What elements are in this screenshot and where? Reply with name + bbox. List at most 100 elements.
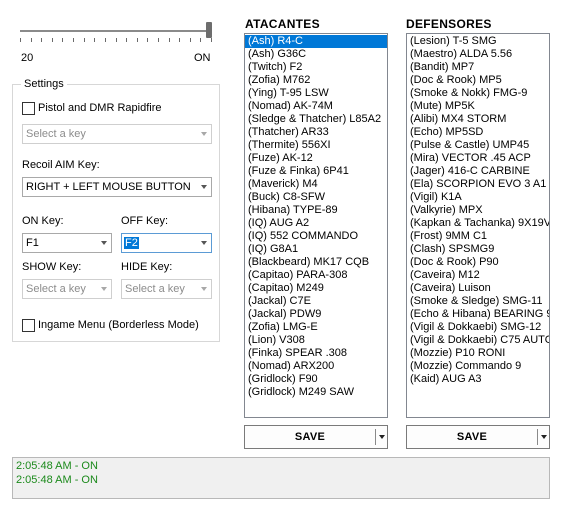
attackers-list-item[interactable]: (Ash) G36C xyxy=(248,48,307,60)
attackers-save-button[interactable]: SAVE xyxy=(244,425,388,449)
slider-tick xyxy=(62,38,64,42)
attackers-list-item[interactable]: (Fuze) AK-12 xyxy=(248,152,313,164)
attackers-list-item[interactable]: (Maverick) M4 xyxy=(248,178,318,190)
defenders-list-item[interactable]: (Clash) SPSMG9 xyxy=(410,243,495,255)
defenders-list-item[interactable]: (Mira) VECTOR .45 ACP xyxy=(410,152,531,164)
on-key-value: F1 xyxy=(26,237,39,249)
attackers-list-item[interactable]: (Fuze & Finka) 6P41 xyxy=(248,165,349,177)
show-key-select[interactable]: Select a key xyxy=(22,279,112,299)
attackers-list-item[interactable]: (Hibana) TYPE-89 xyxy=(248,204,338,216)
defenders-list-item[interactable]: (Vigil & Dokkaebi) C75 AUTO xyxy=(410,334,549,346)
recoil-aim-key-select[interactable]: RIGHT + LEFT MOUSE BUTTON xyxy=(22,177,212,197)
defenders-list-item[interactable]: (Kapkan & Tachanka) 9X19VSN xyxy=(410,217,549,229)
log-line: 2:05:48 AM - ON xyxy=(16,474,98,486)
defenders-list-item[interactable]: (Mozzie) P10 RONI xyxy=(410,347,506,359)
chevron-down-icon xyxy=(201,132,207,136)
on-key-select[interactable]: F1 xyxy=(22,233,112,253)
attackers-list-item[interactable]: (Lion) V308 xyxy=(248,334,305,346)
defenders-list-item[interactable]: (Kaid) AUG A3 xyxy=(410,373,482,385)
hide-key-value: Select a key xyxy=(125,283,185,295)
attackers-list-item[interactable]: (Ash) R4-C xyxy=(245,35,387,48)
attackers-list-item[interactable]: (Capitao) M249 xyxy=(248,282,324,294)
attackers-list-item[interactable]: (Nomad) ARX200 xyxy=(248,360,335,372)
defenders-list-item[interactable]: (Bandit) MP7 xyxy=(410,61,475,73)
attackers-list-item[interactable]: (Nomad) AK-74M xyxy=(248,100,333,112)
attackers-list-item[interactable]: (Thatcher) AR33 xyxy=(248,126,329,138)
slider-tick xyxy=(211,38,212,42)
ingame-menu-label: Ingame Menu (Borderless Mode) xyxy=(38,319,199,331)
defenders-list-item[interactable]: (Pulse & Castle) UMP45 xyxy=(410,139,530,151)
pistol-dmr-checkbox[interactable] xyxy=(22,102,35,115)
attackers-list-item[interactable]: (Buck) C8-SFW xyxy=(248,191,325,203)
slider-tick xyxy=(200,38,202,42)
attackers-list-item[interactable]: (Sledge & Thatcher) L85A2 xyxy=(248,113,382,125)
attackers-list-item[interactable]: (Gridlock) M249 SAW xyxy=(248,386,354,398)
off-key-select[interactable]: F2 xyxy=(121,233,212,253)
show-key-label: SHOW Key: xyxy=(22,261,82,273)
defenders-save-label: SAVE xyxy=(456,431,488,443)
slider-tick xyxy=(179,38,181,42)
attackers-list-item[interactable]: (Zofia) LMG-E xyxy=(248,321,318,333)
attackers-list-item[interactable]: (Thermite) 556XI xyxy=(248,139,331,151)
defenders-list-item[interactable]: (Caveira) M12 xyxy=(410,269,480,281)
slider-min-label: 20 xyxy=(21,52,34,64)
ingame-menu-checkbox[interactable] xyxy=(22,319,35,332)
settings-groupbox xyxy=(12,84,220,342)
show-key-value: Select a key xyxy=(26,283,86,295)
defenders-list-item[interactable]: (Alibi) MX4 STORM xyxy=(410,113,507,125)
defenders-list-item[interactable]: (Echo & Hibana) BEARING 9 xyxy=(410,308,549,320)
pistol-dmr-key-select[interactable]: Select a key xyxy=(22,124,212,144)
slider-tick xyxy=(115,38,117,42)
sensitivity-slider-track[interactable] xyxy=(20,30,212,32)
defenders-list-item[interactable]: (Lesion) T-5 SMG xyxy=(410,35,497,47)
defenders-list[interactable]: (Lesion) T-5 SMG (Maestro) ALDA 5.56 (Band… xyxy=(406,33,550,418)
attackers-list-item[interactable]: (IQ) G8A1 xyxy=(248,243,299,255)
attackers-list-item[interactable]: (Blackbeard) MK17 CQB xyxy=(248,256,370,268)
defenders-list-item[interactable]: (Echo) MP5SD xyxy=(410,126,484,138)
off-key-label: OFF Key: xyxy=(121,215,169,227)
defenders-list-item[interactable]: (Smoke & Sledge) SMG-11 xyxy=(410,295,543,307)
defenders-list-item[interactable]: (Ela) SCORPION EVO 3 A1 xyxy=(410,178,547,190)
attackers-list-item[interactable]: (Jackal) PDW9 xyxy=(248,308,322,320)
log-panel[interactable]: 2:05:48 AM - ON 2:05:48 AM - ON xyxy=(12,457,550,499)
defenders-list-item[interactable]: (Vigil & Dokkaebi) SMG-12 xyxy=(410,321,542,333)
pistol-dmr-key-value: Select a key xyxy=(26,128,86,140)
attackers-list-item[interactable]: (IQ) AUG A2 xyxy=(248,217,310,229)
attackers-list[interactable]: (Ash) R4-C (Ash) G36C (Twitch) F2 (Zofia) M… xyxy=(244,33,388,418)
sensitivity-slider-thumb[interactable] xyxy=(206,22,212,38)
slider-max-label: ON xyxy=(194,52,211,64)
defenders-save-button[interactable]: SAVE xyxy=(406,425,550,449)
defenders-list-item[interactable]: (Frost) 9MM C1 xyxy=(410,230,487,242)
attackers-list-item[interactable]: (Capitao) PARA-308 xyxy=(248,269,348,281)
hide-key-select[interactable]: Select a key xyxy=(121,279,212,299)
attackers-list-item[interactable]: (IQ) 552 COMMANDO xyxy=(248,230,359,242)
attackers-list-item[interactable]: (Zofia) M762 xyxy=(248,74,311,86)
attackers-list-item[interactable]: (Gridlock) F90 xyxy=(248,373,318,385)
attackers-list-item[interactable]: (Finka) SPEAR .308 xyxy=(248,347,348,359)
hide-key-label: HIDE Key: xyxy=(121,261,173,273)
chevron-down-icon[interactable] xyxy=(541,435,547,439)
slider-tick xyxy=(41,38,43,42)
defenders-list-item[interactable]: (Valkyrie) MPX xyxy=(410,204,483,216)
slider-tick xyxy=(126,38,128,42)
defenders-list-item[interactable]: (Doc & Rook) P90 xyxy=(410,256,499,268)
defenders-list-item[interactable]: (Maestro) ALDA 5.56 xyxy=(410,48,513,60)
attackers-list-item[interactable]: (Ying) T-95 LSW xyxy=(248,87,329,99)
attackers-list-item[interactable]: (Twitch) F2 xyxy=(248,61,303,73)
slider-tick xyxy=(51,38,53,42)
defenders-list-item[interactable]: (Vigil) K1A xyxy=(410,191,462,203)
slider-tick xyxy=(147,38,149,42)
defenders-list-item[interactable]: (Caveira) Luison xyxy=(410,282,491,294)
defenders-list-item[interactable]: (Smoke & Nokk) FMG-9 xyxy=(410,87,528,99)
chevron-down-icon[interactable] xyxy=(379,435,385,439)
attackers-save-label: SAVE xyxy=(294,431,326,443)
attackers-title: ATACANTES xyxy=(245,17,320,31)
attackers-list-item[interactable]: (Jackal) C7E xyxy=(248,295,311,307)
chevron-down-icon xyxy=(101,241,107,245)
defenders-list-item[interactable]: (Mute) MP5K xyxy=(410,100,475,112)
defenders-list-item[interactable]: (Mozzie) Commando 9 xyxy=(410,360,522,372)
slider-ticks xyxy=(20,38,212,43)
defenders-list-item[interactable]: (Doc & Rook) MP5 xyxy=(410,74,502,86)
defenders-list-item[interactable]: (Jager) 416-C CARBINE xyxy=(410,165,530,177)
slider-tick xyxy=(157,38,159,42)
